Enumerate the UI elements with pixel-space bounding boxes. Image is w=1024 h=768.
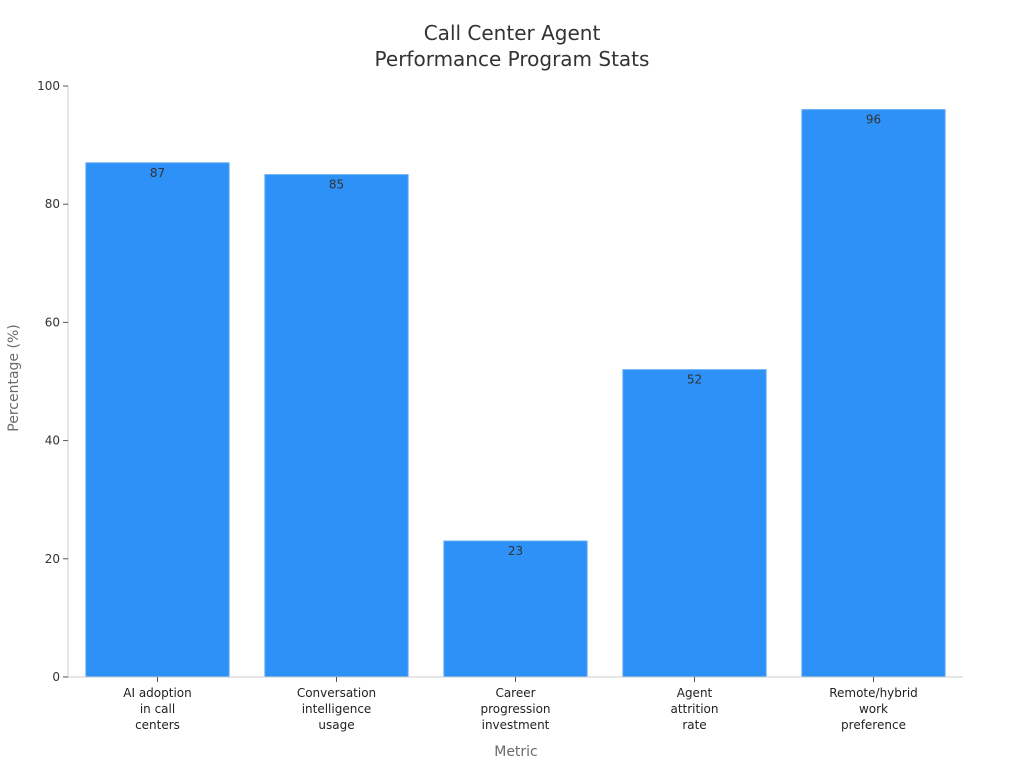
x-tick-label-line: Agent [677, 686, 713, 700]
y-ticks-layer: 0 20 40 60 80 100 [37, 79, 68, 684]
x-tick-label-line: investment [482, 718, 550, 732]
value-labels-layer: 87 85 23 52 96 [150, 113, 881, 558]
bars-layer [85, 109, 946, 678]
x-tick-label-2: Conversation intelligence usage [297, 686, 376, 732]
bar-3 [443, 540, 588, 678]
x-tick-label-1: AI adoption in call centers [123, 686, 191, 732]
x-tick-label-line: AI adoption [123, 686, 191, 700]
y-axis-title: Percentage (%) [6, 324, 22, 431]
bar-2 [264, 174, 409, 678]
y-tick-label-40: 40 [45, 434, 60, 448]
x-ticks-layer: AI adoption in call centers Conversation int… [123, 677, 918, 732]
x-tick-label-line: Career [495, 686, 535, 700]
x-tick-label-5: Remote/hybrid work preference [829, 686, 918, 732]
bar-value-label-3: 23 [508, 544, 523, 558]
bar-value-label-4: 52 [687, 373, 702, 387]
x-tick-label-3: Career progression investment [480, 686, 550, 732]
bar-value-label-1: 87 [150, 166, 165, 180]
y-tick-label-100: 100 [37, 79, 60, 93]
y-tick-label-20: 20 [45, 552, 60, 566]
y-tick-label-0: 0 [52, 670, 60, 684]
x-tick-label-line: preference [841, 718, 906, 732]
chart-title-line-1: Call Center Agent [424, 21, 601, 45]
y-tick-label-80: 80 [45, 197, 60, 211]
x-tick-label-line: Remote/hybrid [829, 686, 918, 700]
x-tick-label-line: intelligence [302, 702, 372, 716]
x-tick-label-line: work [859, 702, 888, 716]
x-tick-label-line: Conversation [297, 686, 376, 700]
x-tick-label-line: centers [135, 718, 180, 732]
bar-value-label-2: 85 [329, 178, 344, 192]
x-tick-label-line: in call [140, 702, 175, 716]
bar-1 [85, 162, 230, 678]
x-axis-title: Metric [494, 744, 538, 760]
bar-value-label-5: 96 [866, 113, 881, 127]
chart-title-line-2: Performance Program Stats [375, 47, 650, 71]
x-tick-label-4: Agent attrition rate [670, 686, 718, 732]
x-tick-label-line: progression [480, 702, 550, 716]
y-tick-label-60: 60 [45, 315, 60, 329]
x-tick-label-line: rate [682, 718, 706, 732]
bar-4 [622, 369, 767, 678]
x-tick-label-line: usage [318, 718, 354, 732]
x-tick-label-line: attrition [670, 702, 718, 716]
bar-5 [801, 109, 946, 678]
